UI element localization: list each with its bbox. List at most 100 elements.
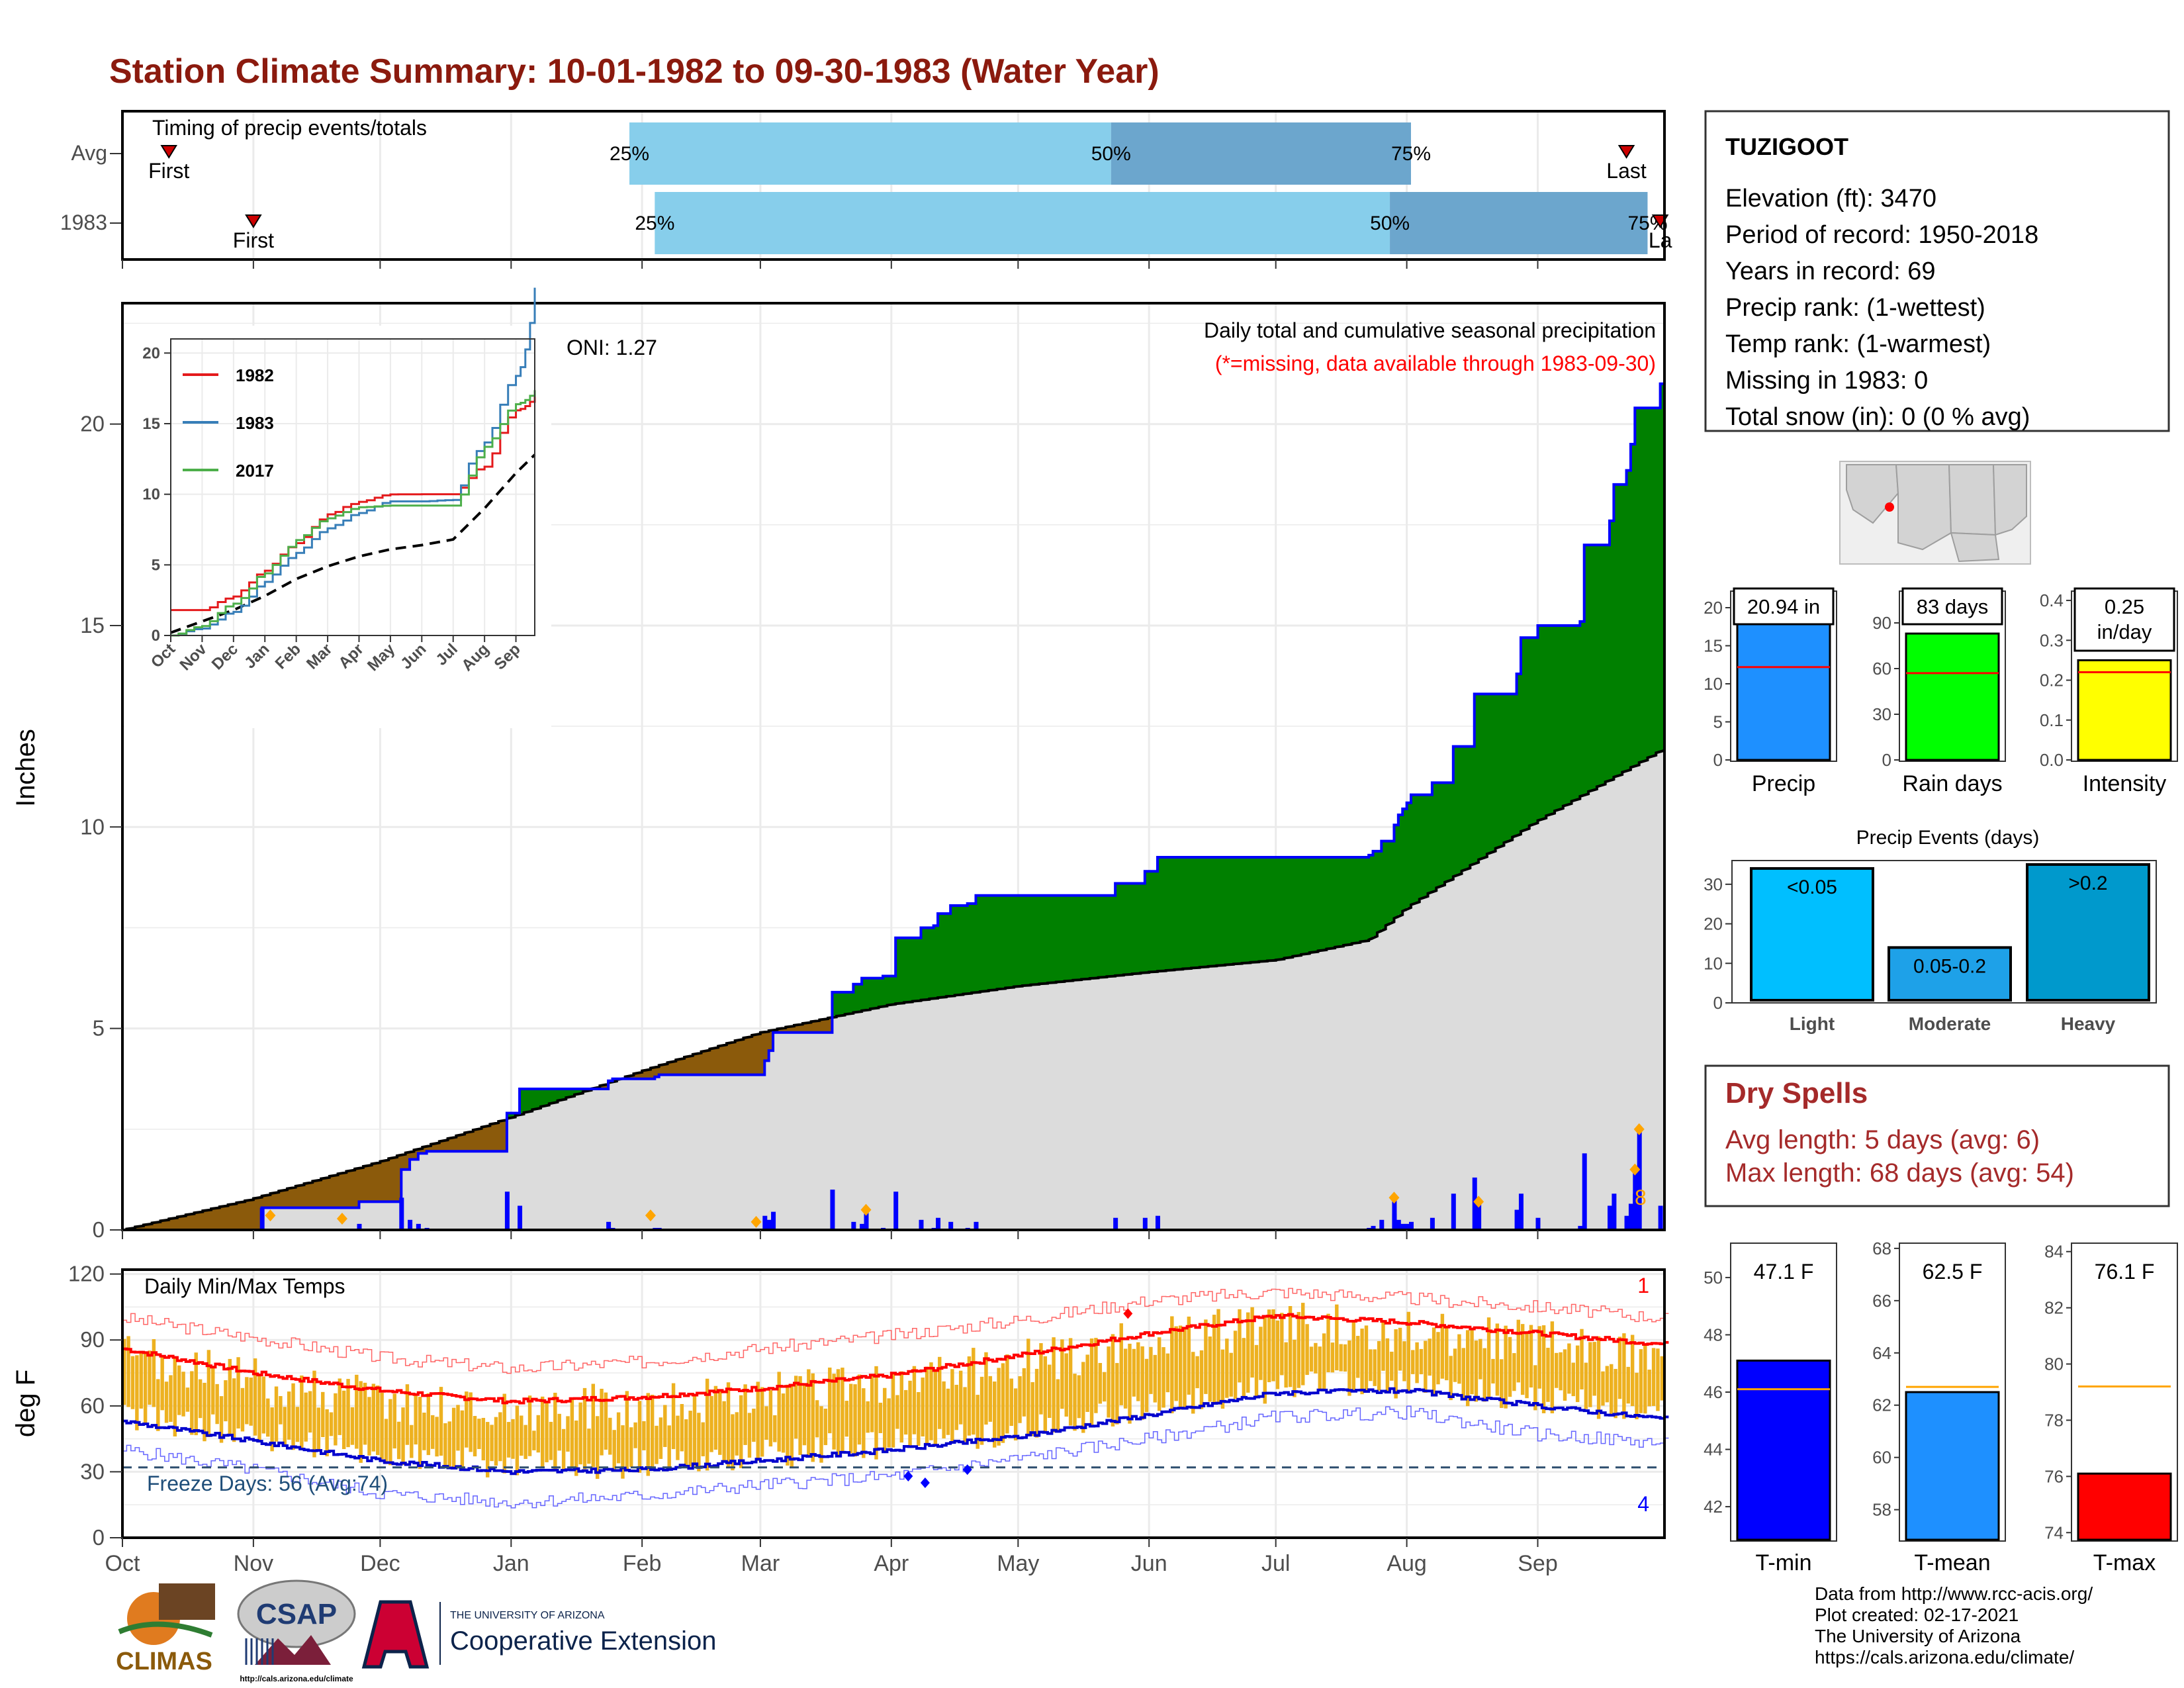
daily-temp-bar <box>726 1382 731 1468</box>
y-axis-label: Inches <box>11 729 40 807</box>
daily-temp-bar <box>1390 1351 1394 1381</box>
mini-bar <box>2077 659 2172 761</box>
timing-q50-label: 50% <box>1091 143 1131 165</box>
month-tick-label: Oct <box>105 1551 140 1576</box>
daily-temp-bar <box>697 1413 701 1472</box>
temp-bar-tick-label: 42 <box>1704 1497 1723 1517</box>
daily-temp-bar <box>130 1356 135 1409</box>
daily-temp-bar <box>177 1365 181 1415</box>
daily-precip-bar <box>1628 1203 1633 1230</box>
mini-bar-tick-label: 0.3 <box>2040 630 2064 650</box>
daily-temp-bar <box>946 1388 950 1435</box>
timing-first-label: First <box>148 159 189 183</box>
daily-temp-bar <box>1297 1311 1301 1388</box>
daily-temp-bar <box>1364 1325 1369 1391</box>
daily-temp-bar <box>1263 1316 1267 1404</box>
daily-precip-bar <box>948 1221 954 1230</box>
page-title: Station Climate Summary: 10-01-1982 to 0… <box>109 52 1160 91</box>
daily-temp-bar <box>1280 1313 1284 1376</box>
daily-temp-bar <box>659 1417 663 1459</box>
daily-temp-bar <box>392 1393 396 1449</box>
timing-frame <box>121 110 1666 261</box>
temp-bar-tick-label: 82 <box>2044 1298 2064 1318</box>
mini-bar-tick-label: 5 <box>1713 712 1723 732</box>
daily-temp-bar <box>469 1392 473 1452</box>
precip-event-category: Heavy <box>2061 1013 2116 1034</box>
daily-temp-bar <box>743 1384 747 1445</box>
count-label: 8 <box>1635 1186 1647 1209</box>
daily-temp-bar <box>1081 1362 1085 1433</box>
temp-bar-label: T-min <box>1756 1550 1812 1575</box>
daily-temp-bar <box>1043 1356 1048 1432</box>
daily-temp-bar <box>363 1382 367 1445</box>
daily-temp-bar <box>1275 1320 1280 1389</box>
mini-bar-tick-label: 20 <box>1704 598 1723 618</box>
csap-url: http://cals.arizona.edu/climate <box>240 1674 353 1683</box>
daily-temp-bar <box>841 1368 844 1454</box>
mini-bar-tick-label: 0 <box>1713 750 1723 770</box>
daily-temp-bar <box>1030 1382 1034 1436</box>
record-precip-marker <box>265 1209 276 1222</box>
daily-temp-bar <box>1424 1340 1428 1393</box>
daily-precip-bar <box>1404 1223 1410 1230</box>
daily-temp-bar <box>447 1421 451 1467</box>
daily-precip-bar <box>1371 1225 1376 1230</box>
daily-precip-bar <box>518 1205 523 1230</box>
daily-temp-bar <box>848 1383 853 1454</box>
daily-temp-bar <box>523 1425 527 1459</box>
temp-frame <box>121 1268 1666 1539</box>
daily-temp-bar <box>582 1387 587 1470</box>
month-tick-label: Sep <box>1518 1551 1558 1576</box>
y-tick-label: 120 <box>68 1262 105 1286</box>
dry-spells-title: Dry Spells <box>1725 1077 1868 1109</box>
daily-temp-bar <box>287 1391 291 1440</box>
y-tick-label: 0 <box>93 1525 105 1550</box>
daily-temp-bar <box>1123 1348 1128 1409</box>
daily-temp-bar <box>692 1393 697 1466</box>
daily-temp-bar <box>1504 1325 1508 1409</box>
daily-precip-bar <box>1430 1217 1435 1230</box>
daily-temp-bar <box>451 1407 456 1467</box>
daily-temp-bar <box>536 1415 541 1453</box>
daily-temp-bar <box>958 1370 963 1425</box>
attribution-line: The University of Arizona <box>1815 1626 2021 1646</box>
daily-temp-bar <box>1571 1362 1575 1397</box>
daily-temp-bar <box>747 1413 752 1458</box>
daily-temp-bar <box>498 1412 502 1462</box>
daily-precip-bar <box>974 1221 979 1230</box>
timing-label: Timing of precip events/totals <box>152 116 427 140</box>
daily-temp-bar <box>616 1412 621 1464</box>
daily-temp-bar <box>249 1378 253 1426</box>
timing-bar-50-75 <box>1111 122 1411 185</box>
daily-temp-bar <box>1550 1321 1555 1414</box>
daily-temp-bar <box>515 1405 520 1476</box>
daily-temp-bar <box>1013 1388 1018 1440</box>
station-box-frame <box>1704 110 2170 432</box>
avg-cumulative-area <box>122 750 1664 1230</box>
temp-bar-tick-label: 46 <box>1704 1382 1723 1402</box>
daily-temp-bar <box>1428 1338 1432 1376</box>
climas-swoosh-icon <box>118 1621 213 1638</box>
daily-temp-bar <box>240 1387 245 1432</box>
daily-temp-bar <box>1034 1368 1039 1438</box>
daily-temp-bar <box>993 1382 997 1448</box>
daily-temp-bar <box>1630 1335 1635 1407</box>
daily-precip-bar <box>1624 1215 1629 1230</box>
daily-temp-bar <box>1094 1338 1098 1413</box>
daily-temp-bar <box>853 1384 857 1457</box>
daily-temp-bar <box>1647 1370 1651 1407</box>
daily-temp-bar <box>1293 1339 1297 1397</box>
daily-temp-bar <box>1512 1353 1516 1391</box>
timing-q75-label: 75% <box>1391 143 1431 165</box>
daily-temp-bar <box>1005 1354 1009 1434</box>
daily-temp-bar <box>1233 1331 1238 1399</box>
ua-small-text: THE UNIVERSITY OF ARIZONA <box>450 1610 605 1621</box>
daily-temp-bar <box>722 1401 726 1461</box>
station-info-box: TUZIGOOT Elevation (ft): 3470 Period of re… <box>1704 110 2170 432</box>
dry-spells-box: Dry Spells Avg length: 5 days (avg: 6) Max… <box>1704 1064 2170 1207</box>
temp-bar-tick-label: 58 <box>1872 1500 1891 1520</box>
daily-temp-bar <box>283 1407 287 1445</box>
daily-temp-bar <box>506 1422 511 1458</box>
daily-temp-bar <box>773 1415 777 1442</box>
temp-bar <box>1736 1359 1831 1541</box>
